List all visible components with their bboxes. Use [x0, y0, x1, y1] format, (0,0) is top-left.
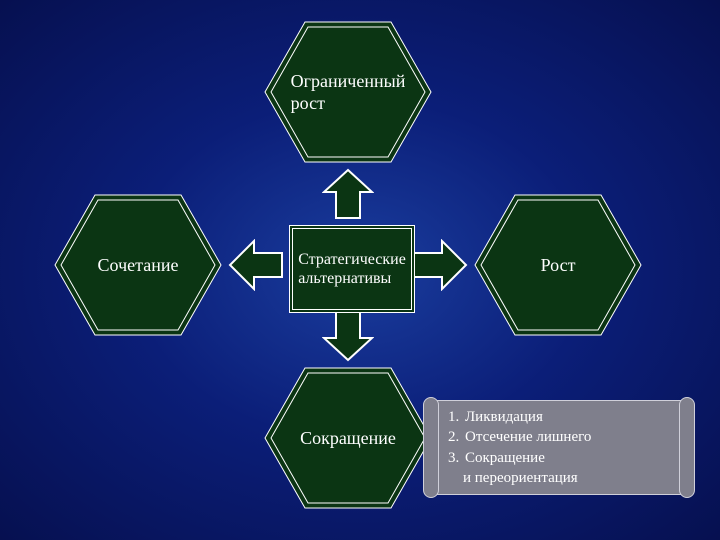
arrow-down — [322, 310, 374, 362]
hex-top-label: Ограниченныйрост — [277, 70, 420, 115]
scroll-tail: и переориентация — [443, 468, 675, 488]
list-item: Сокращение — [463, 448, 675, 468]
arrow-left-icon — [228, 239, 284, 291]
hex-right-label: Рост — [527, 254, 590, 277]
arrow-up-icon — [322, 168, 374, 220]
list-item: Отсечение лишнего — [463, 427, 675, 447]
center-box: Стратегические альтернативы — [289, 225, 415, 313]
scroll-note: Ликвидация Отсечение лишнего Сокращение … — [432, 400, 686, 495]
diagram-stage: Ограниченныйрост Сочетание Рост Сокращен… — [0, 0, 720, 540]
arrow-right-icon — [412, 239, 468, 291]
hex-right: Рост — [473, 193, 643, 337]
scroll-list: Ликвидация Отсечение лишнего Сокращение — [443, 407, 675, 468]
hex-top: Ограниченныйрост — [263, 20, 433, 164]
arrow-left — [228, 239, 284, 291]
arrow-down-icon — [322, 310, 374, 362]
hex-bottom: Сокращение — [263, 366, 433, 510]
arrow-up — [322, 168, 374, 220]
arrow-right — [412, 239, 468, 291]
hex-bottom-label: Сокращение — [286, 427, 410, 450]
hex-left-label: Сочетание — [84, 254, 193, 277]
center-label: Стратегические альтернативы — [292, 246, 412, 292]
hex-left: Сочетание — [53, 193, 223, 337]
list-item: Ликвидация — [463, 407, 675, 427]
